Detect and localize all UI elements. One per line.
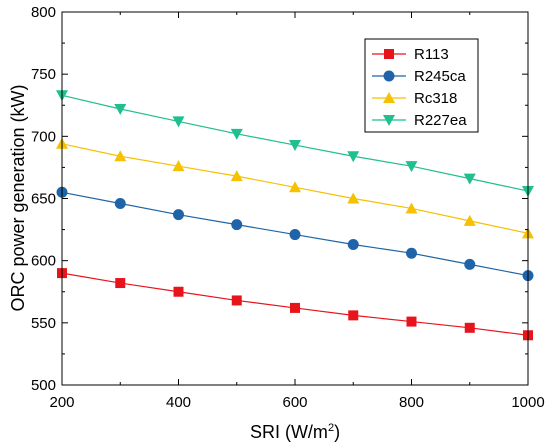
data-point (172, 160, 185, 172)
data-point (464, 322, 475, 333)
y-tick-label: 700 (31, 128, 56, 145)
data-point (405, 161, 418, 173)
tick-labels: 200 400 600 800 1000 500 550 600 650 700 750 800 (31, 4, 545, 411)
x-tick-label: 800 (399, 394, 424, 411)
y-tick-label: 650 (31, 191, 56, 208)
series-rc318 (56, 137, 534, 239)
x-axis-title-superscript: 2 (328, 422, 334, 434)
legend-marker (384, 49, 394, 59)
y-tick-label: 750 (31, 66, 56, 83)
data-point (114, 197, 126, 209)
x-axis-title: SRI (W/m2) (250, 422, 340, 442)
x-tick-label: 400 (166, 394, 191, 411)
data-point (172, 116, 185, 128)
data-point (230, 170, 243, 182)
data-point (463, 214, 476, 226)
legend-marker (383, 70, 395, 82)
data-point (173, 209, 184, 221)
y-tick-label: 550 (31, 315, 56, 332)
x-tick-label: 600 (282, 394, 307, 411)
data-point (230, 128, 243, 140)
legend-label: R245ca (414, 68, 466, 85)
data-point (347, 192, 360, 204)
series-r227ea (56, 90, 534, 198)
legend-label: R113 (414, 46, 449, 63)
plot-series (56, 90, 534, 341)
data-point (173, 286, 184, 297)
legend-marker (383, 92, 395, 103)
y-tick-label: 800 (31, 4, 56, 21)
data-point (289, 140, 301, 152)
x-axis-title-end: ) (334, 422, 340, 442)
legend-marker (383, 115, 395, 126)
x-axis-title-main: SRI (W/m (250, 422, 328, 442)
axis-ticks (61, 11, 529, 386)
data-point (347, 239, 359, 251)
data-point (114, 150, 127, 162)
legend-label: Rc318 (414, 90, 457, 107)
x-tick-label: 1000 (511, 394, 544, 411)
data-point (115, 278, 126, 289)
data-point (406, 316, 417, 327)
legend: R113 R245ca Rc318 R227ea (364, 38, 479, 133)
data-point (464, 258, 476, 270)
legend-label: R227ea (414, 112, 467, 129)
data-point (347, 151, 360, 163)
data-point (406, 247, 417, 259)
data-point (114, 103, 127, 115)
data-point (463, 173, 476, 185)
data-point (405, 202, 418, 214)
data-point (231, 295, 242, 306)
data-point (348, 310, 359, 321)
y-tick-label: 500 (31, 377, 56, 394)
data-point (289, 181, 301, 193)
data-point (289, 229, 301, 241)
series-r245ca (56, 186, 534, 282)
y-axis-title: ORC power generation (kW) (8, 84, 28, 311)
y-tick-label: 600 (31, 253, 56, 270)
x-tick-label: 200 (49, 394, 74, 411)
data-point (290, 302, 300, 313)
data-point (231, 219, 243, 231)
